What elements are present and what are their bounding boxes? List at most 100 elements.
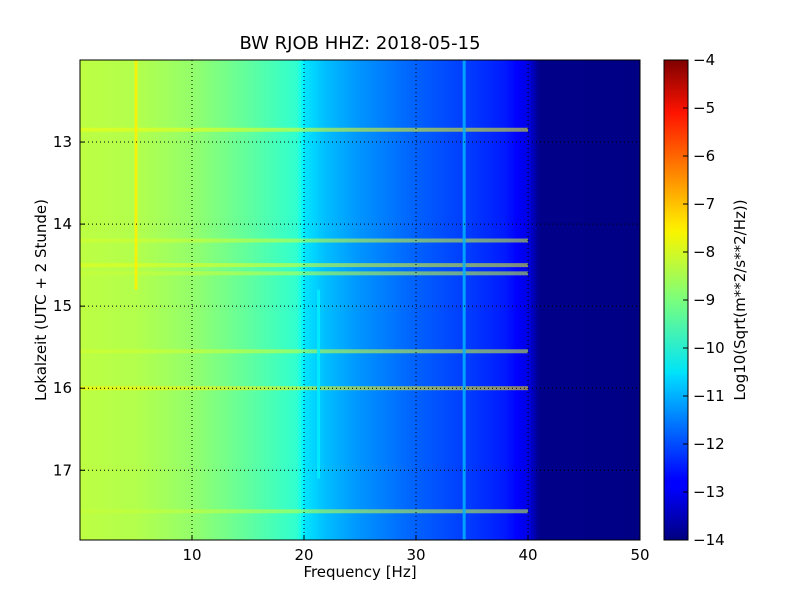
heatmap-column [542, 60, 546, 540]
heatmap-column [572, 60, 577, 540]
heatmap-column [326, 60, 330, 540]
heatmap-column [183, 60, 187, 540]
heatmap-column [88, 60, 92, 540]
heatmap-column [130, 60, 134, 540]
heatmap-column [553, 60, 557, 540]
heatmap-column [430, 60, 434, 540]
heatmap-column [598, 60, 602, 540]
heatmap-column [483, 60, 487, 540]
heatmap-column [161, 60, 165, 540]
heatmap-column [217, 60, 221, 540]
colorbar-tick-label: −13 [693, 483, 725, 501]
heatmap-column [242, 60, 246, 540]
heatmap-column [136, 60, 140, 540]
heatmap-column [141, 60, 145, 540]
heatmap-column [337, 60, 341, 540]
heatmap-column [144, 60, 148, 540]
heatmap-column [536, 60, 540, 540]
heatmap-column [186, 60, 190, 540]
heatmap-column [323, 60, 327, 540]
colorbar-tick-label: −6 [693, 147, 715, 165]
heatmap-column [637, 60, 640, 540]
heatmap-column [292, 60, 297, 540]
heatmap-column [166, 60, 171, 540]
colorbar-tick-label: −11 [693, 387, 725, 405]
heatmap-column [346, 60, 350, 540]
heatmap-column [460, 60, 465, 540]
heatmap-column [259, 60, 263, 540]
heatmap-column [102, 60, 106, 540]
heatmap-column [508, 60, 512, 540]
heatmap-column [99, 60, 103, 540]
heatmap-column [558, 60, 563, 540]
heatmap-column [197, 60, 201, 540]
heatmap-column [343, 60, 347, 540]
heatmap-column [418, 60, 423, 540]
heatmap-column [396, 60, 400, 540]
heatmap-column [376, 60, 381, 540]
colorbar-tick-label: −7 [693, 195, 715, 213]
heatmap-column [617, 60, 621, 540]
heatmap-column [416, 60, 420, 540]
heatmap-column [614, 60, 619, 540]
heatmap-column [606, 60, 610, 540]
heatmap-column [309, 60, 313, 540]
colorbar-tick-label: −5 [693, 99, 715, 117]
heatmap-column [208, 60, 213, 540]
heatmap-column [528, 60, 532, 540]
heatmap-column [124, 60, 129, 540]
heatmap-column [253, 60, 257, 540]
heatmap-column [435, 60, 439, 540]
heatmap-column [592, 60, 596, 540]
heatmap-column [584, 60, 588, 540]
heatmap-column [379, 60, 383, 540]
heatmap-column [486, 60, 490, 540]
heatmap-column [290, 60, 294, 540]
heatmap-column [267, 60, 271, 540]
colorbar-axis: −4 −5 −6 −7 −8 −9 −10 −11 −12 −13 −14 [683, 51, 725, 549]
heatmap-column [133, 60, 137, 540]
heatmap-column [284, 60, 288, 540]
heatmap-column [180, 60, 185, 540]
heatmap-column [200, 60, 204, 540]
heatmap-column [276, 60, 280, 540]
heatmap-column [516, 60, 521, 540]
heatmap-column [91, 60, 95, 540]
y-tick-label: 13 [53, 133, 72, 151]
heatmap-column [407, 60, 411, 540]
heatmap-column [192, 60, 196, 540]
colorbar-label: Log10(Sqrt(m**2/s**2/Hz)) [731, 199, 749, 400]
heatmap-column [119, 60, 123, 540]
heatmap-column [399, 60, 403, 540]
heatmap-column [113, 60, 117, 540]
heatmap-column [239, 60, 243, 540]
heatmap-column [262, 60, 266, 540]
heatmap-column [295, 60, 299, 540]
colorbar-tick-label: −4 [693, 51, 715, 69]
heatmap-column [581, 60, 585, 540]
heatmap-column [438, 60, 442, 540]
heatmap-column [446, 60, 451, 540]
heatmap-column [628, 60, 633, 540]
heatmap-column [530, 60, 535, 540]
heatmap-column [138, 60, 143, 540]
heatmap-column [231, 60, 235, 540]
heatmap-column [570, 60, 574, 540]
x-tick-label: 20 [294, 546, 313, 564]
heatmap-column [393, 60, 397, 540]
heatmap-column [539, 60, 543, 540]
x-tick-label: 10 [182, 546, 201, 564]
heatmap-column [164, 60, 168, 540]
y-axis: 13 14 15 16 17 [53, 133, 85, 479]
heatmap-column [388, 60, 392, 540]
heatmap-column [264, 60, 269, 540]
heatmap-column [410, 60, 414, 540]
heatmap-feature [134, 60, 138, 290]
heatmap-column [522, 60, 526, 540]
x-tick-label: 30 [406, 546, 425, 564]
heatmap-band [80, 271, 528, 276]
heatmap-column [589, 60, 593, 540]
heatmap-column [421, 60, 425, 540]
x-tick-label: 40 [518, 546, 537, 564]
heatmap-column [357, 60, 361, 540]
